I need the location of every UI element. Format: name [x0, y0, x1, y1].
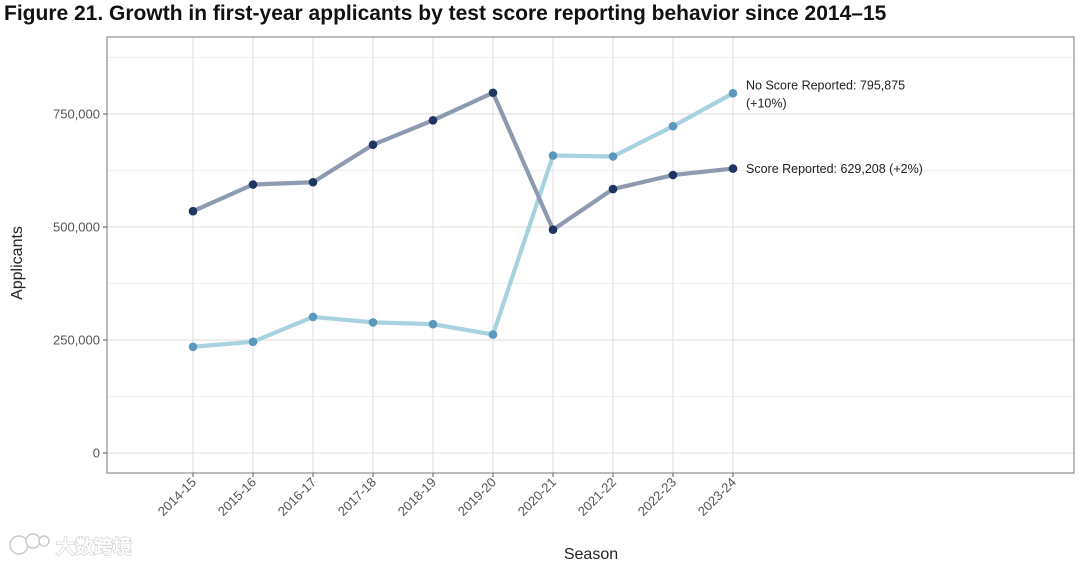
y-tick-label: 750,000: [53, 107, 100, 122]
watermark-text: 大数跨境: [56, 535, 132, 558]
data-point-score-reported: [548, 225, 558, 235]
x-tick-label: 2019-20: [455, 475, 499, 519]
series-line-no-score-reported: [190, 91, 736, 349]
y-axis-title: Applicants: [9, 226, 26, 300]
data-point-score-reported: [488, 88, 498, 98]
data-point-no-score-reported: [368, 318, 378, 327]
series-label-no-score-reported: No Score Reported: 795,875: [746, 78, 905, 92]
x-tick-label: 2020-21: [515, 475, 559, 519]
x-axis: 2014-15 2015-16 2016-17 2017-18 2018-19 2019-…: [155, 473, 739, 519]
figure-title: Figure 21. Growth in first-year applican…: [4, 2, 887, 25]
data-point-no-score-reported: [608, 152, 618, 161]
data-point-score-reported: [188, 206, 198, 216]
series-line-score-reported: [190, 90, 736, 232]
x-tick-label: 2021-22: [575, 475, 619, 519]
series-label-no-score-reported: (+10%): [746, 96, 787, 110]
x-tick-label: 2022-23: [635, 475, 679, 519]
x-tick-label: 2023-24: [695, 475, 739, 519]
x-tick-label: 2018-19: [395, 475, 439, 519]
data-point-score-reported: [728, 164, 738, 173]
plot-panel-border: [106, 36, 1075, 474]
series: [188, 88, 738, 352]
data-point-no-score-reported: [728, 88, 738, 98]
y-tick-label: 500,000: [53, 220, 100, 235]
data-point-no-score-reported: [188, 342, 198, 352]
y-tick-label: 0: [93, 446, 100, 461]
y-axis: 0 250,000 500,000 750,000: [53, 107, 107, 461]
wechat-official-account-logo-icon: [9, 533, 50, 555]
data-point-score-reported: [668, 170, 678, 180]
data-point-score-reported: [428, 116, 438, 125]
data-point-no-score-reported: [548, 151, 558, 160]
x-axis-title: Season: [564, 546, 618, 563]
data-point-no-score-reported: [308, 312, 318, 322]
x-tick-label: 2016-17: [275, 475, 319, 519]
series-label-score-reported: Score Reported: 629,208 (+2%): [746, 162, 923, 176]
x-tick-label: 2017-18: [335, 475, 379, 519]
data-point-no-score-reported: [488, 330, 498, 339]
data-point-no-score-reported: [668, 121, 678, 131]
series-labels: No Score Reported: 795,875 (+10%) Score Re…: [746, 78, 923, 176]
data-point-score-reported: [308, 177, 318, 187]
grid: [107, 37, 1074, 473]
x-tick-label: 2015-16: [215, 475, 259, 519]
data-point-score-reported: [248, 180, 258, 189]
data-point-score-reported: [368, 140, 378, 150]
data-point-score-reported: [608, 184, 618, 194]
watermark: 大数跨境: [9, 533, 133, 559]
data-point-no-score-reported: [428, 319, 438, 329]
x-tick-label: 2014-15: [155, 475, 199, 519]
data-point-no-score-reported: [248, 337, 258, 347]
y-tick-label: 250,000: [53, 333, 100, 348]
